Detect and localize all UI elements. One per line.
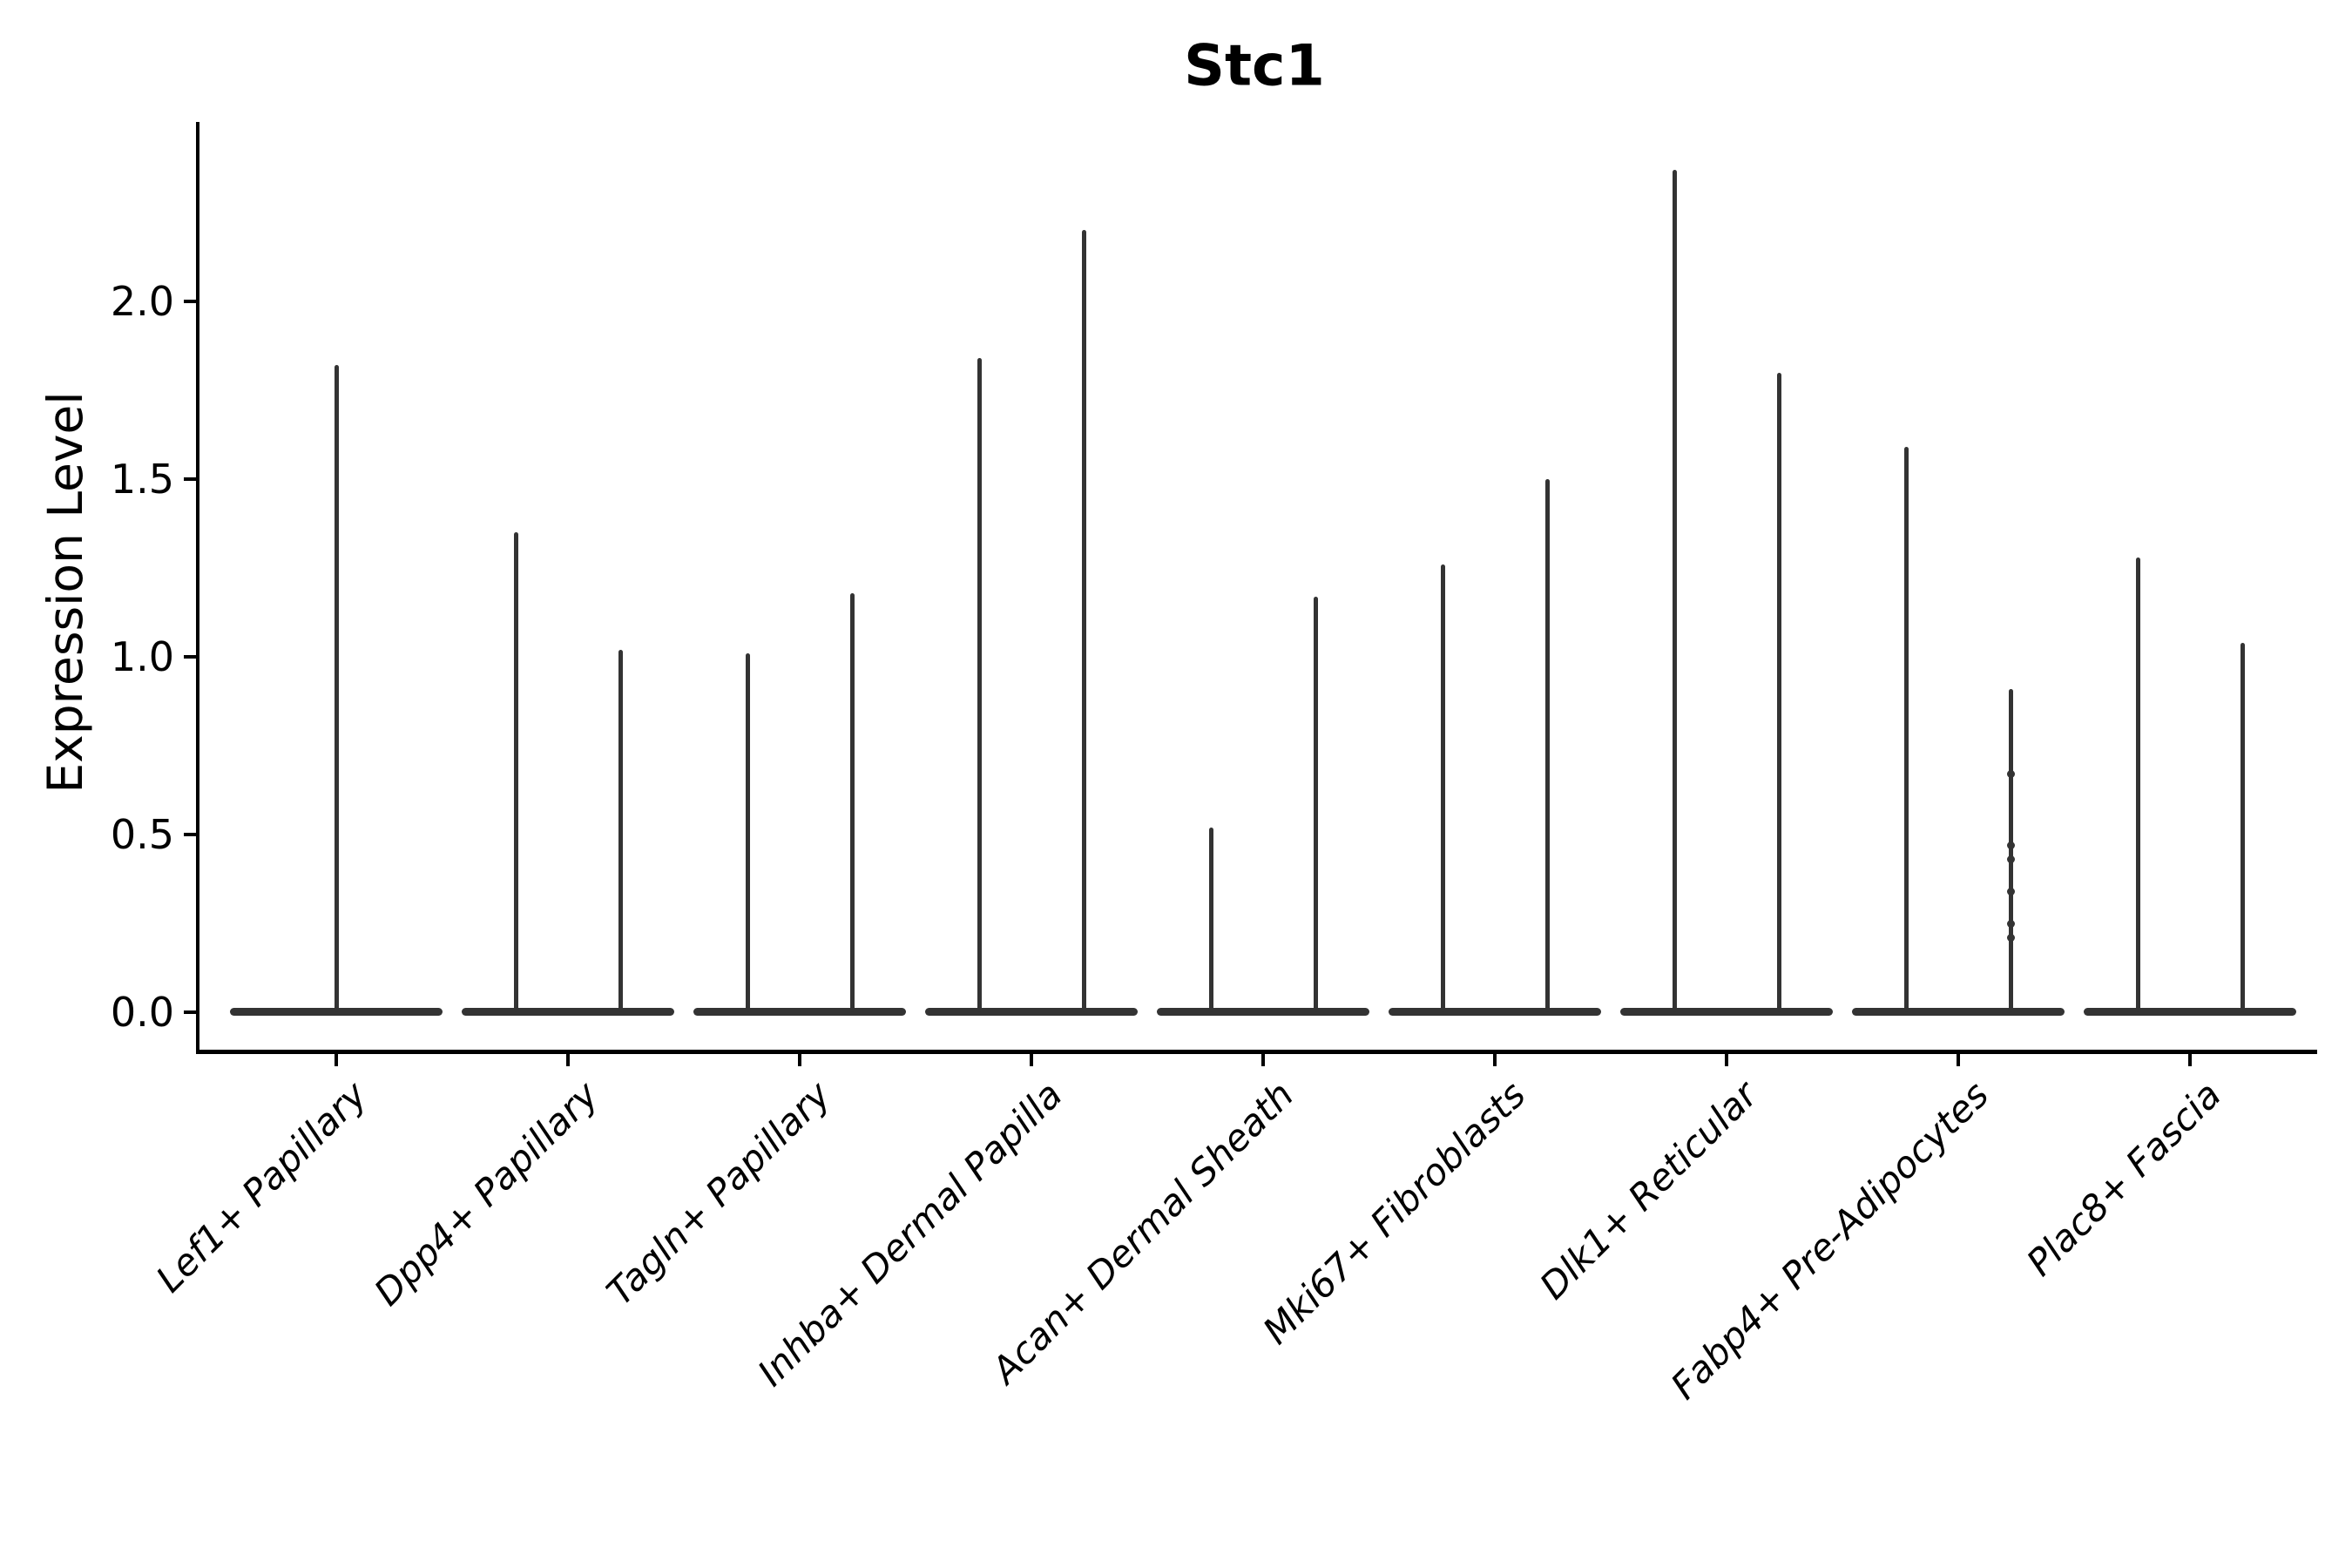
y-tick-label: 1.5 xyxy=(110,456,174,503)
x-tick-label: Lef1+ Papillary xyxy=(147,1073,375,1301)
violin-base xyxy=(925,1008,1138,1016)
violin-base xyxy=(1389,1008,1601,1016)
violin-spike xyxy=(2135,557,2140,1012)
x-tick-mark xyxy=(1493,1054,1497,1066)
cell-point xyxy=(2006,919,2015,928)
violin-spike xyxy=(745,652,750,1012)
y-tick-label: 0.0 xyxy=(110,989,174,1036)
violin-spike xyxy=(1440,564,1445,1012)
y-tick-mark xyxy=(184,477,196,481)
violin-spike xyxy=(849,592,855,1012)
y-tick-label: 0.5 xyxy=(110,811,174,858)
violin-spike xyxy=(1903,447,1909,1012)
y-tick-mark xyxy=(184,655,196,659)
violin-spike xyxy=(334,365,339,1012)
violin-spike xyxy=(1776,372,1781,1012)
violin-spike xyxy=(618,649,623,1012)
x-tick-mark xyxy=(1261,1054,1265,1066)
y-tick-mark xyxy=(184,300,196,303)
y-axis-label: Expression Level xyxy=(37,391,93,794)
x-tick-mark xyxy=(2188,1054,2192,1066)
violin-base xyxy=(1157,1008,1369,1016)
violin-base xyxy=(1852,1008,2065,1016)
y-tick-mark xyxy=(184,1010,196,1014)
violin-base xyxy=(693,1008,906,1016)
violin-base xyxy=(1620,1008,1833,1016)
chart-title: Stc1 xyxy=(1184,33,1325,99)
violin-spike xyxy=(1208,827,1213,1012)
cell-point xyxy=(2006,887,2015,896)
y-axis-spine xyxy=(196,122,199,1054)
x-tick-label: Mki67+ Fibroblasts xyxy=(1254,1073,1534,1353)
y-tick-mark xyxy=(184,833,196,836)
violin-spike xyxy=(977,358,982,1012)
x-tick-label: Plac8+ Fascia xyxy=(2017,1073,2229,1285)
violin-spike xyxy=(2008,688,2013,1012)
violin-spike xyxy=(2240,642,2245,1012)
x-tick-label: Dlk1+ Reticular xyxy=(1531,1073,1766,1308)
x-tick-mark xyxy=(1957,1054,1960,1066)
x-tick-label: Tagln+ Papillary xyxy=(598,1073,839,1314)
violin-base xyxy=(462,1008,674,1016)
cell-point xyxy=(2006,933,2015,942)
violin-spike xyxy=(1544,479,1550,1012)
violin-spike xyxy=(1313,596,1318,1012)
violin-base xyxy=(2084,1008,2296,1016)
violin-spike xyxy=(1672,170,1677,1012)
y-tick-label: 1.0 xyxy=(110,633,174,680)
x-tick-mark xyxy=(1030,1054,1033,1066)
cell-point xyxy=(2006,770,2015,779)
violin-spike xyxy=(1081,230,1086,1012)
y-tick-label: 2.0 xyxy=(110,278,174,325)
violin-spike xyxy=(513,532,518,1012)
x-tick-mark xyxy=(798,1054,801,1066)
x-tick-label: Dpp4+ Papillary xyxy=(366,1073,607,1315)
x-axis-spine xyxy=(196,1050,2317,1054)
x-tick-mark xyxy=(335,1054,338,1066)
cell-point xyxy=(2006,855,2015,864)
x-tick-mark xyxy=(1725,1054,1728,1066)
x-tick-mark xyxy=(566,1054,570,1066)
cell-point xyxy=(2006,841,2015,849)
